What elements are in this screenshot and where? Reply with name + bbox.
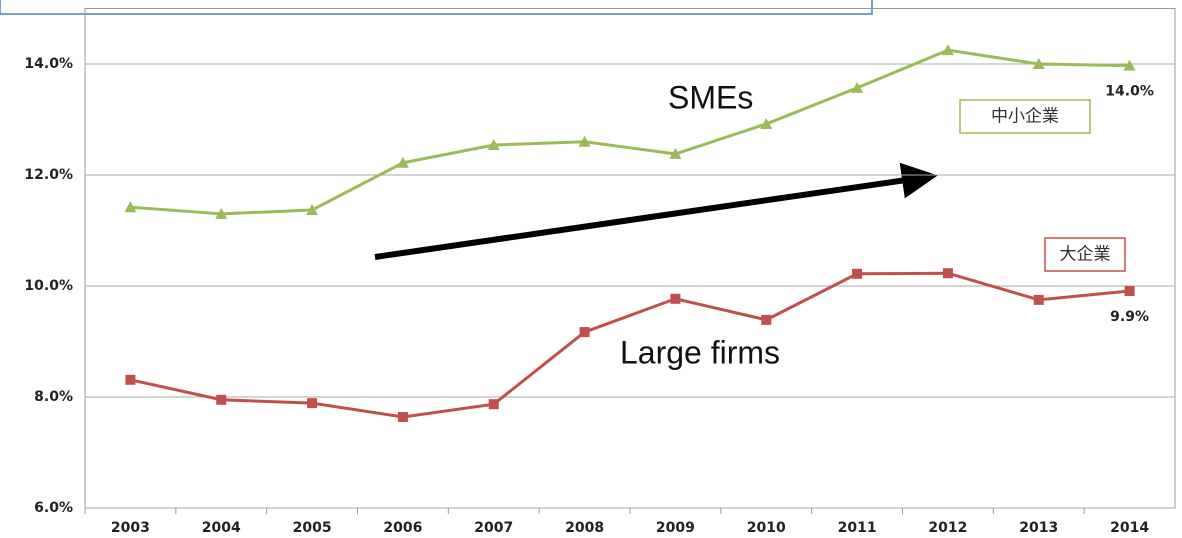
y-tick-label: 12.0% — [24, 167, 73, 183]
x-tick-label: 2011 — [838, 520, 877, 536]
marker — [125, 374, 136, 385]
plot-frame — [84, 8, 1176, 509]
x-tick-label: 2006 — [383, 520, 422, 536]
marker — [670, 293, 681, 304]
legend-box — [959, 99, 1091, 134]
header-box — [0, 0, 873, 15]
marker — [942, 268, 953, 279]
marker — [307, 398, 318, 409]
x-tick-label: 2009 — [656, 520, 695, 536]
y-tick-label: 6.0% — [34, 500, 73, 516]
x-tick-label: 2010 — [747, 520, 786, 536]
marker — [1032, 58, 1045, 69]
x-tick-label: 2008 — [565, 520, 604, 536]
data-label: 9.9% — [1110, 309, 1149, 325]
trend-arrow — [374, 162, 938, 260]
legend-label: 大企業 — [1060, 245, 1111, 265]
marker — [852, 268, 863, 279]
legend-label: 中小企業 — [991, 107, 1059, 127]
marker — [396, 156, 409, 168]
marker — [760, 117, 773, 129]
series-line — [130, 48, 1130, 216]
marker — [851, 81, 864, 93]
x-tick-label: 2003 — [111, 520, 150, 536]
y-tick-label: 8.0% — [34, 389, 73, 405]
marker — [488, 399, 499, 410]
marker — [487, 139, 500, 151]
annotation: SMEs — [668, 79, 753, 115]
marker — [941, 44, 954, 56]
marker — [216, 394, 227, 405]
marker — [124, 201, 137, 213]
marker — [1124, 285, 1135, 296]
y-tick-label: 10.0% — [24, 278, 73, 294]
marker — [578, 135, 591, 147]
marker — [306, 203, 319, 215]
legend-box — [1044, 237, 1126, 272]
x-tick-label: 2004 — [202, 520, 241, 536]
series-line — [130, 271, 1130, 419]
x-tick-label: 2013 — [1019, 520, 1058, 536]
marker — [761, 314, 772, 325]
x-tick-label: 2007 — [474, 520, 513, 536]
data-label: 14.0% — [1105, 84, 1154, 100]
y-tick-label: 14.0% — [24, 56, 73, 72]
marker — [669, 147, 682, 159]
marker — [1123, 59, 1136, 71]
marker — [397, 411, 408, 422]
x-tick-label: 2012 — [928, 520, 967, 536]
marker — [579, 327, 590, 338]
x-tick-label: 2005 — [293, 520, 332, 536]
annotation: Large firms — [620, 334, 780, 370]
marker — [1033, 294, 1044, 305]
marker — [215, 207, 228, 219]
x-tick-label: 2014 — [1110, 520, 1149, 536]
